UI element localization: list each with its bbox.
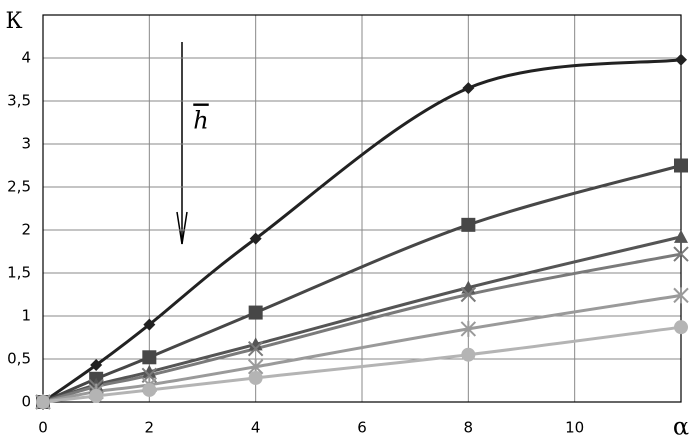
y-tick-label: 0,5: [7, 350, 31, 368]
marker: [461, 217, 476, 232]
marker: [462, 82, 475, 95]
y-tick-label: 4: [21, 49, 31, 67]
y-tick-label: 2: [21, 221, 31, 239]
marker: [674, 158, 688, 173]
x-tick-label: α: [673, 413, 689, 441]
x-tick-label: 10: [565, 419, 584, 437]
marker: [36, 395, 50, 409]
marker: [675, 53, 687, 66]
marker: [673, 287, 689, 304]
plot-border: [42, 14, 682, 403]
marker: [90, 359, 103, 372]
marker: [248, 305, 263, 320]
marker: [247, 340, 264, 357]
marker: [142, 382, 157, 397]
annotation: h: [193, 107, 208, 135]
marker: [674, 320, 688, 335]
y-tick-label: 2,5: [7, 178, 31, 196]
marker: [142, 350, 157, 365]
marker: [460, 320, 477, 337]
marker: [674, 229, 688, 243]
y-tick-label: 0: [21, 393, 31, 411]
marker: [143, 318, 156, 331]
y-tick-label: 3,5: [7, 92, 31, 110]
marker: [89, 388, 104, 403]
x-tick-label: 0: [38, 419, 48, 437]
x-tick-label: 4: [251, 419, 261, 437]
marker: [142, 364, 157, 378]
x-tick-label: 6: [357, 419, 367, 437]
y-axis-label: К: [5, 9, 22, 34]
marker: [249, 232, 262, 245]
marker: [673, 246, 689, 262]
x-tick-label: 2: [145, 419, 155, 437]
annotation-arrow: [176, 42, 188, 245]
y-tick-label: 1,5: [7, 264, 31, 282]
marker: [461, 347, 476, 362]
marker: [248, 370, 263, 385]
y-tick-label: 3: [21, 135, 31, 153]
marker: [248, 337, 263, 351]
x-tick-label: 8: [464, 419, 474, 437]
marker: [460, 286, 477, 303]
y-tick-label: 1: [21, 307, 31, 325]
